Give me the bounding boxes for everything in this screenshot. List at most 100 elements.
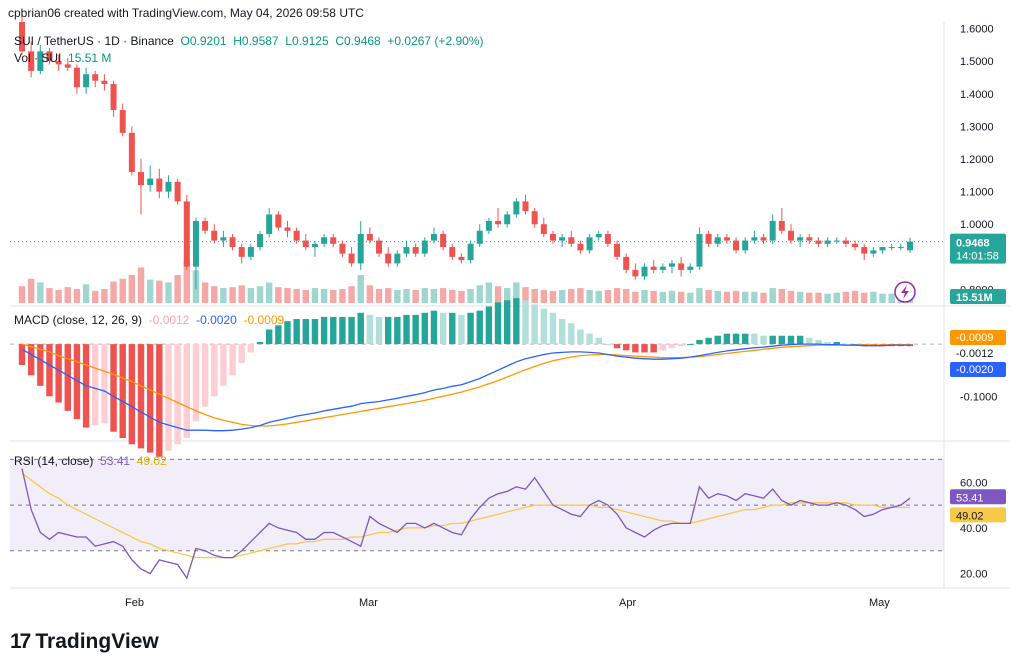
volume-bar	[311, 288, 319, 303]
rsi-value-badge	[950, 489, 1006, 505]
volume-bar	[659, 291, 667, 303]
volume-bar	[110, 281, 117, 303]
candle-body	[586, 237, 593, 251]
candle-body	[723, 237, 730, 241]
macd-histogram-bar	[659, 344, 667, 351]
candle-body	[128, 132, 135, 173]
volume-bar	[421, 288, 429, 303]
candle-body	[604, 234, 611, 244]
candle-body	[852, 243, 859, 248]
macd-histogram-bar	[330, 316, 337, 345]
macd-histogram-bar	[92, 344, 99, 426]
volume-bar	[604, 289, 612, 303]
macd-badge-label: -0.0012	[956, 348, 993, 360]
candle-body	[778, 220, 785, 231]
ohlc-high: H0.9587	[233, 34, 279, 48]
volume-bar	[330, 289, 337, 303]
candle-body	[92, 74, 99, 81]
macd-histogram-bar	[760, 335, 767, 345]
price-tick-label: 1.3000	[960, 121, 994, 133]
macd-badge-label: -0.0020	[956, 364, 993, 376]
candle-body	[769, 220, 776, 241]
macd-histogram-bar	[476, 310, 483, 345]
macd-histogram-bar	[366, 314, 374, 345]
macd-histogram-bar	[183, 344, 190, 438]
volume-bar	[64, 287, 71, 303]
volume-legend: Vol · SUI 15.51 M	[14, 51, 111, 65]
rsi-label[interactable]: RSI (14, close)	[14, 454, 94, 468]
candle-body	[101, 80, 108, 84]
rsi-ma-badge-label: 49.02	[956, 510, 984, 522]
last-price-label: 0.9468	[956, 238, 990, 250]
price-tick-label: 1.5000	[960, 56, 994, 68]
rsi-ma-value-badge	[950, 507, 1006, 523]
candle-body	[476, 230, 483, 244]
volume-bar	[787, 290, 795, 303]
symbol-name[interactable]: SUI / TetherUS · 1D · Binance	[14, 34, 174, 48]
volume-bar	[540, 289, 548, 303]
macd-histogram-bar	[229, 344, 236, 376]
candle-body	[549, 234, 556, 241]
volume-bar	[623, 289, 630, 303]
candle-body	[366, 234, 373, 241]
candle-body	[458, 256, 465, 261]
volume-bar	[632, 291, 639, 303]
tradingview-brand[interactable]: 17 TradingView	[10, 630, 159, 654]
x-tick-label: Apr	[619, 597, 636, 609]
volume-bar	[55, 289, 62, 303]
macd-histogram-bar	[412, 314, 419, 345]
volume-bar	[201, 282, 209, 303]
macd-histogram-bar	[806, 337, 813, 345]
macd-histogram-bar	[64, 344, 71, 411]
macd-signal-value: -0.0009	[243, 313, 285, 327]
volume-bar	[769, 288, 776, 303]
candle-body	[147, 178, 154, 186]
candle-body	[888, 247, 895, 249]
candle-body	[110, 83, 117, 111]
macd-histogram-bar	[421, 312, 429, 345]
macd-line	[21, 343, 910, 432]
volume-badge	[950, 289, 1006, 304]
volume-bar	[476, 285, 483, 303]
macd-histogram-bar	[247, 344, 255, 353]
candle-body	[485, 220, 492, 231]
ohlc-open: O0.9201	[180, 34, 227, 48]
macd-histogram-bar	[384, 316, 392, 345]
volume-bar	[467, 289, 474, 303]
volume-bar	[503, 288, 511, 303]
volume-bar	[558, 289, 566, 303]
macd-histogram-bar	[311, 319, 319, 345]
macd-histogram-bar	[742, 333, 749, 345]
macd-line-value: -0.0020	[196, 313, 237, 327]
macd-histogram-bar	[604, 344, 612, 346]
candle-body	[787, 230, 794, 241]
macd-histogram-bar	[586, 333, 593, 345]
volume-bar	[256, 286, 264, 303]
candle-body	[403, 247, 410, 254]
volume-bar	[46, 288, 53, 303]
volume-bar	[128, 275, 136, 303]
candle-body	[211, 230, 218, 241]
rsi-badge-label: 53.41	[956, 492, 984, 504]
volume-bar	[861, 292, 868, 303]
volume-label[interactable]: Vol · SUI	[14, 51, 62, 65]
volume-bar	[366, 285, 374, 303]
volume-bar	[595, 290, 602, 303]
candle-body	[659, 266, 666, 270]
candle-body	[568, 237, 575, 244]
brand-name: TradingView	[35, 630, 159, 653]
macd-histogram-bar	[439, 312, 447, 345]
macd-histogram-bar	[101, 344, 108, 424]
volume-bar	[723, 291, 731, 303]
volume-bar	[384, 288, 392, 303]
volume-bar	[293, 289, 300, 303]
price-tick-label: 1.1000	[960, 187, 994, 199]
macd-histogram-bar	[687, 344, 694, 346]
macd-histogram-bar	[833, 342, 840, 345]
candle-body	[357, 234, 364, 264]
macd-label[interactable]: MACD (close, 12, 26, 9)	[14, 313, 143, 327]
candle-body	[733, 240, 740, 251]
rsi-tick-label: 20.00	[960, 569, 988, 581]
macd-histogram-bar	[494, 302, 502, 345]
